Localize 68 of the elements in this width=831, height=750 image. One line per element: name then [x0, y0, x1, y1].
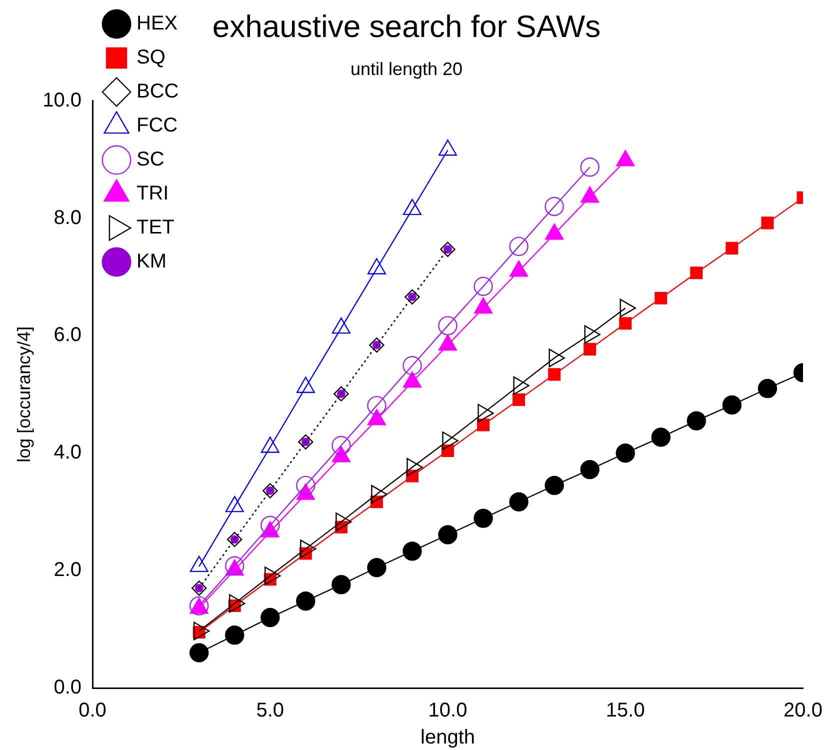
chart-title: exhaustive search for SAWs — [212, 9, 601, 44]
x-tick-label: 15.0 — [606, 700, 645, 722]
point — [686, 411, 706, 430]
point — [474, 508, 493, 528]
x-tick-label: 0.0 — [78, 700, 106, 722]
point — [225, 626, 244, 645]
point — [332, 575, 351, 594]
point — [296, 476, 316, 496]
point — [512, 393, 526, 406]
point — [477, 418, 490, 432]
y-tick-label: 0.0 — [54, 676, 82, 699]
point — [690, 266, 703, 280]
point — [509, 492, 528, 512]
point — [761, 216, 774, 230]
legend-label: TET — [136, 216, 174, 239]
point — [726, 242, 738, 254]
point — [438, 525, 458, 544]
point — [332, 436, 351, 456]
legend-label: SC — [136, 148, 164, 171]
point — [584, 342, 596, 356]
point — [402, 356, 422, 376]
point — [580, 460, 600, 480]
y-tick-label: 2.0 — [54, 559, 82, 582]
point — [509, 236, 528, 256]
point — [225, 556, 244, 576]
legend-label: TRI — [136, 182, 169, 205]
point — [402, 542, 422, 561]
point — [722, 395, 742, 415]
point — [367, 396, 386, 416]
chart-subtitle: until length 20 — [350, 58, 463, 79]
point — [367, 558, 386, 578]
y-axis-title: log [occurancy/4] — [14, 326, 34, 462]
x-axis-title: length — [420, 726, 476, 749]
point — [404, 289, 420, 305]
x-tick-label: 5.0 — [256, 700, 284, 722]
x-tick-label: 20.0 — [784, 700, 822, 722]
point — [296, 591, 316, 611]
x-tick-label: 10.0 — [428, 700, 468, 722]
point — [191, 580, 207, 596]
point — [654, 292, 668, 304]
y-tick-label: 6.0 — [54, 324, 82, 346]
point — [438, 316, 458, 336]
point — [580, 158, 600, 177]
point — [227, 532, 242, 548]
legend-label: SQ — [136, 46, 166, 69]
point — [651, 428, 671, 447]
point — [334, 386, 349, 402]
point — [758, 378, 778, 398]
point — [262, 483, 278, 498]
point — [260, 608, 280, 628]
point — [474, 276, 493, 296]
point — [544, 196, 564, 216]
legend-label: KM — [136, 250, 167, 273]
legend-label: BCC — [136, 80, 179, 103]
point — [544, 476, 564, 496]
point — [440, 242, 456, 257]
point — [298, 434, 314, 450]
point — [260, 516, 280, 535]
point — [369, 337, 384, 353]
y-tick-label: 10.0 — [42, 89, 82, 112]
legend-label: FCC — [136, 114, 178, 137]
y-tick-label: 8.0 — [54, 206, 82, 229]
y-tick-label: 4.0 — [54, 442, 82, 464]
point — [619, 317, 632, 330]
point — [548, 368, 561, 381]
point — [189, 643, 209, 662]
legend-label: HEX — [136, 12, 178, 35]
point — [616, 444, 635, 463]
